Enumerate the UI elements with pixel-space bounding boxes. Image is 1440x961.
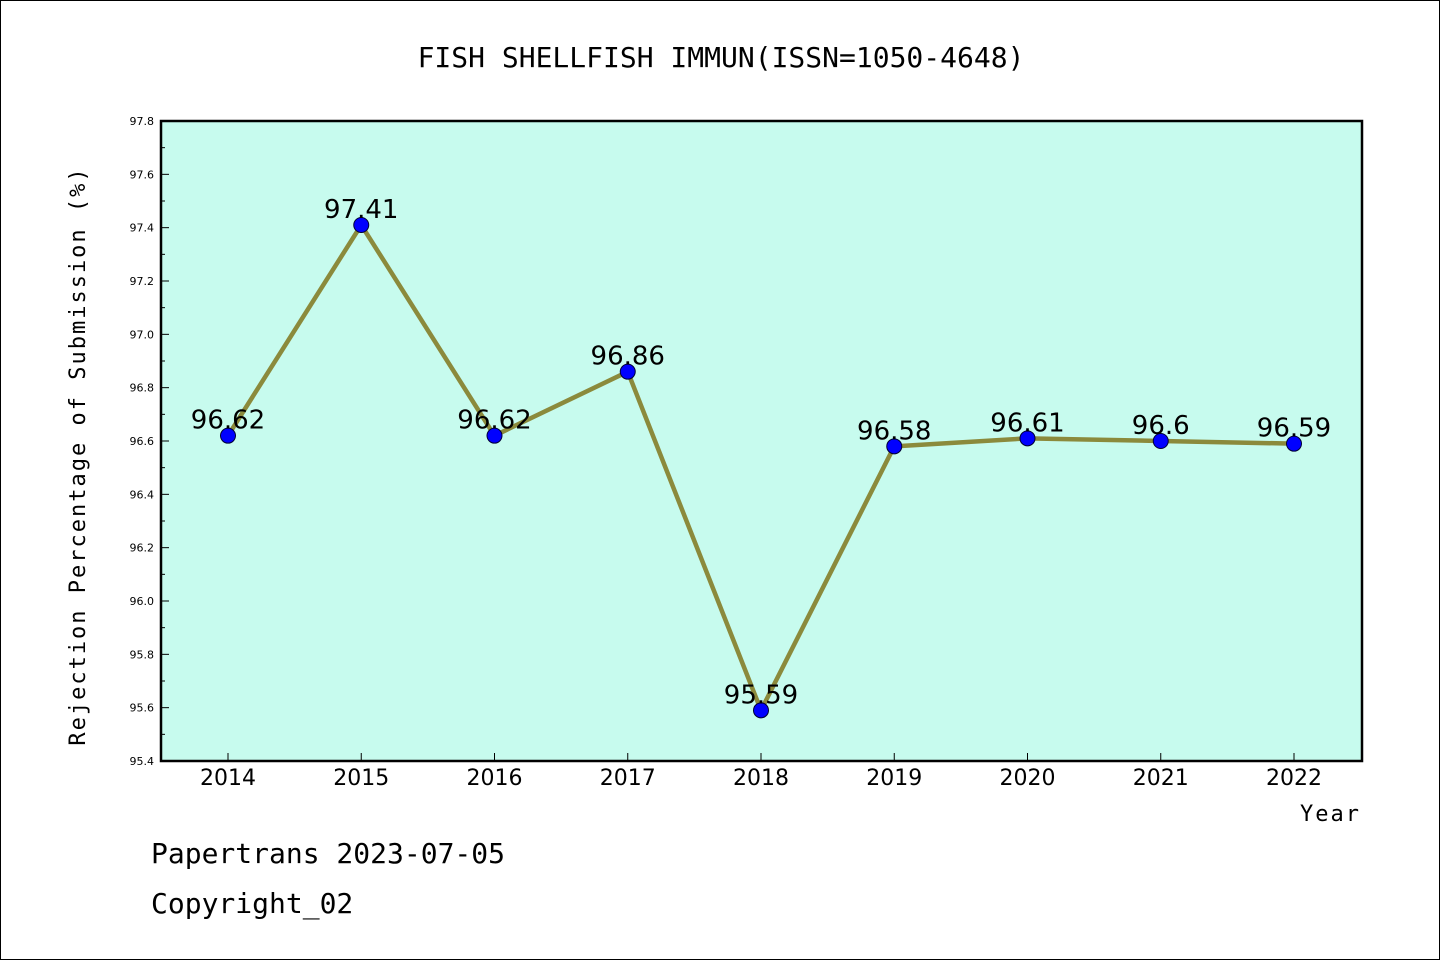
x-tick-label: 2015 <box>333 766 389 791</box>
x-axis-ticks: 2014 2015 2016 2017 2018 2019 2020 2021 2022 <box>200 753 1322 791</box>
marker-layer <box>220 217 1302 719</box>
x-tick-label: 2021 <box>1133 766 1189 791</box>
footer-copyright-text: Copyright_02 <box>151 887 354 920</box>
data-point <box>1286 435 1302 452</box>
data-label: 96.62 <box>457 406 531 436</box>
data-label: 96.59 <box>1257 414 1331 444</box>
x-axis-label: Year <box>1300 802 1361 827</box>
data-label: 95.59 <box>724 680 798 710</box>
data-point <box>753 702 769 719</box>
data-point <box>619 363 636 380</box>
y-tick-label: 95.6 <box>130 702 155 715</box>
data-point <box>886 438 903 455</box>
data-label: 96.86 <box>591 342 665 372</box>
y-tick-label: 96.4 <box>130 488 155 501</box>
x-tick-label: 2014 <box>200 766 256 791</box>
data-label: 96.58 <box>857 416 931 446</box>
x-tick-label: 2020 <box>1000 766 1056 791</box>
data-label: 96.62 <box>191 406 265 436</box>
x-tick-label: 2018 <box>733 766 789 791</box>
y-tick-label: 97.0 <box>130 328 155 341</box>
x-tick-label: 2016 <box>467 766 523 791</box>
chart-title: FISH SHELLFISH IMMUN(ISSN=1050-4648) <box>418 41 1025 74</box>
data-point <box>353 217 370 233</box>
data-label-layer: 96.62 97.41 96.62 96.86 95.59 96.58 96.61 96.6 9… <box>191 195 1331 710</box>
y-tick-label: 96.6 <box>130 435 155 448</box>
x-tick-label: 2019 <box>866 766 922 791</box>
data-point <box>1152 433 1169 449</box>
data-point <box>220 427 236 444</box>
y-tick-label: 97.8 <box>130 115 155 128</box>
data-label: 96.6 <box>1132 411 1190 441</box>
data-label: 96.61 <box>990 408 1064 438</box>
x-tick-label: 2022 <box>1266 766 1322 791</box>
data-point <box>486 427 503 444</box>
y-axis-label: Rejection Percentage of Submission (%) <box>66 166 91 745</box>
y-tick-label: 95.4 <box>130 755 155 768</box>
y-tick-label: 97.6 <box>130 168 155 181</box>
data-label: 97.41 <box>324 195 398 225</box>
plot-border <box>159 119 1364 763</box>
footer-date-text: Papertrans 2023-07-05 <box>151 837 506 870</box>
y-tick-label: 97.2 <box>130 275 155 288</box>
y-tick-label: 97.4 <box>130 222 155 235</box>
y-tick-label: 95.8 <box>130 648 155 661</box>
y-tick-label: 96.8 <box>130 382 155 395</box>
x-tick-label: 2017 <box>600 766 656 791</box>
y-axis-ticks: 95.4 95.6 95.8 96.0 96.2 96.4 96.6 96.8 97.0 97.2… <box>130 115 169 768</box>
y-tick-label: 96.0 <box>130 595 155 608</box>
y-tick-label: 96.2 <box>130 542 155 555</box>
data-point <box>1019 430 1036 447</box>
